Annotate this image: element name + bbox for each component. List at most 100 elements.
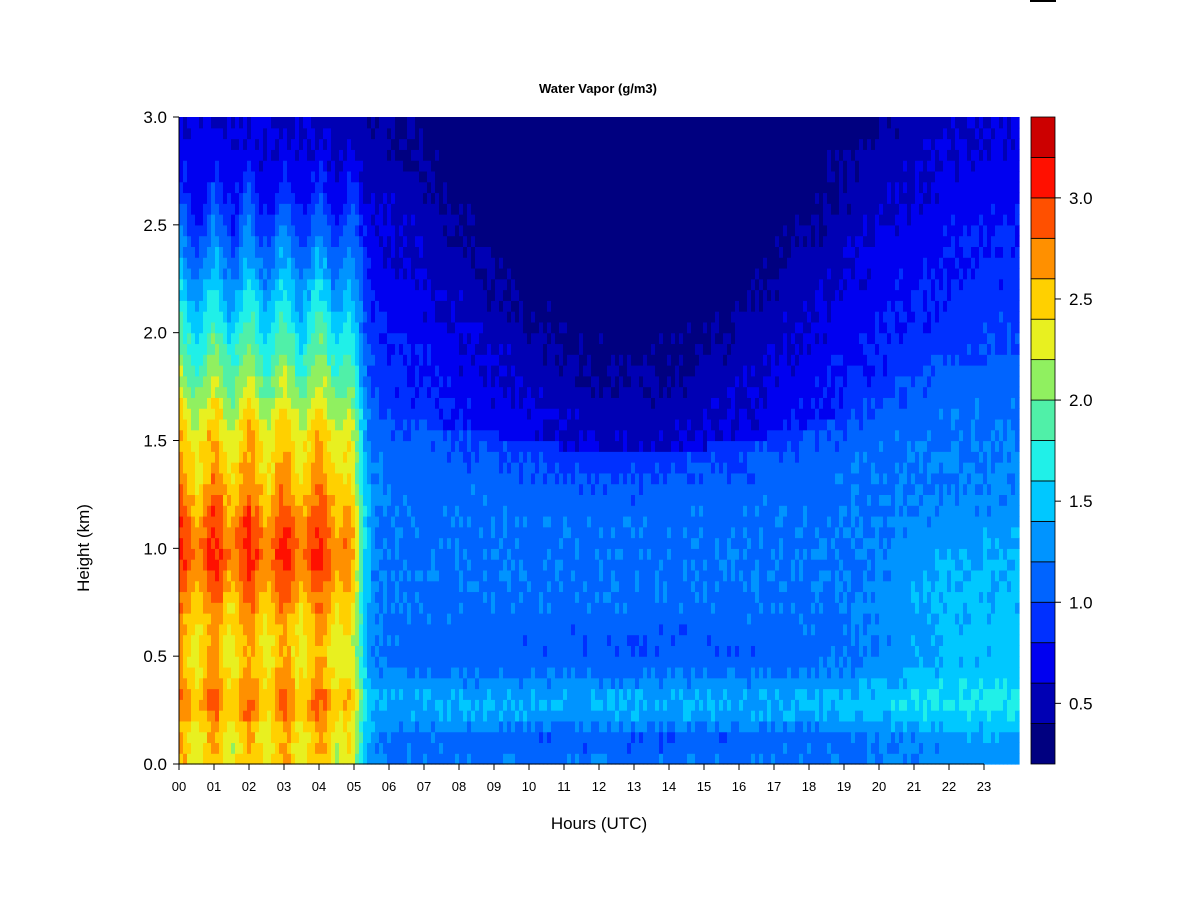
heatmap-cell (359, 526, 364, 539)
heatmap-cell (495, 440, 500, 452)
heatmap-cell (471, 300, 476, 312)
heatmap-cell (363, 440, 368, 452)
heatmap-cell (239, 451, 244, 463)
heatmap-cell (203, 267, 208, 280)
heatmap-cell (463, 591, 468, 603)
heatmap-cell (291, 343, 296, 355)
heatmap-cell (399, 483, 404, 496)
heatmap-cell (207, 559, 212, 571)
heatmap-cell (451, 332, 456, 345)
heatmap-cell (263, 656, 268, 668)
heatmap-cell (375, 149, 380, 161)
heatmap-cell (211, 548, 216, 560)
heatmap-cell (239, 160, 244, 172)
heatmap-cell (183, 375, 188, 388)
heatmap-cell (371, 451, 376, 463)
heatmap-cell (399, 386, 404, 398)
heatmap-cell (339, 753, 344, 765)
heatmap-cell (351, 515, 356, 528)
heatmap-cell (287, 343, 292, 355)
heatmap-cell (339, 742, 344, 754)
heatmap-cell (331, 569, 336, 582)
heatmap-cell (463, 181, 468, 194)
heatmap-cell (199, 677, 204, 690)
heatmap-cell (215, 645, 220, 657)
heatmap-cell (431, 354, 436, 366)
heatmap-cell (307, 645, 312, 657)
heatmap-cell (467, 537, 472, 549)
heatmap-cell (351, 559, 356, 571)
heatmap-cell (451, 386, 456, 398)
heatmap-cell (419, 149, 424, 161)
heatmap-cell (195, 138, 200, 150)
heatmap-cell (315, 397, 320, 409)
heatmap-cell (231, 224, 236, 237)
heatmap-cell (243, 591, 248, 603)
heatmap-cell (475, 548, 480, 560)
heatmap-cell (283, 117, 288, 129)
heatmap-cell (195, 526, 200, 539)
heatmap-cell (383, 408, 388, 420)
heatmap-cell (243, 257, 248, 269)
heatmap-cell (207, 300, 212, 312)
heatmap-cell (287, 224, 292, 237)
heatmap-cell (455, 267, 460, 280)
heatmap-cell (343, 634, 348, 646)
heatmap-cell (223, 278, 228, 291)
heatmap-cell (231, 440, 236, 452)
heatmap-cell (179, 332, 184, 345)
heatmap-cell (379, 408, 384, 420)
heatmap-cell (359, 246, 364, 258)
heatmap-cell (371, 138, 376, 150)
heatmap-cell (447, 117, 452, 129)
heatmap-cell (403, 397, 408, 409)
heatmap-cell (227, 289, 232, 301)
heatmap-cell (291, 160, 296, 172)
heatmap-cell (511, 602, 516, 614)
heatmap-cell (503, 720, 508, 733)
heatmap-cell (423, 656, 428, 668)
heatmap-cell (203, 386, 208, 398)
heatmap-cell (427, 203, 432, 215)
heatmap-cell (431, 440, 436, 452)
heatmap-cell (323, 591, 328, 603)
heatmap-cell (459, 278, 464, 291)
heatmap-cell (359, 537, 364, 549)
heatmap-cell (371, 408, 376, 420)
heatmap-cell (223, 321, 228, 334)
heatmap-cell (315, 149, 320, 161)
heatmap-cell (403, 278, 408, 291)
heatmap-cell (447, 321, 452, 334)
heatmap-cell (471, 203, 476, 215)
heatmap-cell (243, 731, 248, 744)
heatmap-cell (459, 591, 464, 603)
heatmap-cell (247, 623, 252, 636)
heatmap-cell (283, 656, 288, 668)
heatmap-cell (415, 138, 420, 150)
heatmap-cell (287, 149, 292, 161)
heatmap-cell (375, 548, 380, 560)
heatmap-cell (479, 289, 484, 301)
heatmap-cell (387, 149, 392, 161)
heatmap-cell (235, 224, 240, 237)
heatmap-cell (479, 203, 484, 215)
heatmap-cell (351, 656, 356, 668)
heatmap-cell (199, 569, 204, 582)
heatmap-cell (423, 235, 428, 247)
heatmap-cell (227, 138, 232, 150)
heatmap-cell (263, 397, 268, 409)
heatmap-cell (415, 192, 420, 204)
heatmap-cell (331, 483, 336, 496)
heatmap-cell (447, 386, 452, 398)
heatmap-cell (467, 117, 472, 129)
heatmap-cell (435, 710, 440, 722)
heatmap-cell (271, 548, 276, 560)
heatmap-cell (283, 677, 288, 690)
heatmap-cell (203, 278, 208, 291)
heatmap-cell (471, 688, 476, 700)
heatmap-cell (411, 160, 416, 172)
heatmap-cell (243, 170, 248, 183)
heatmap-cell (499, 300, 504, 312)
heatmap-cell (443, 537, 448, 549)
heatmap-cell (411, 634, 416, 646)
